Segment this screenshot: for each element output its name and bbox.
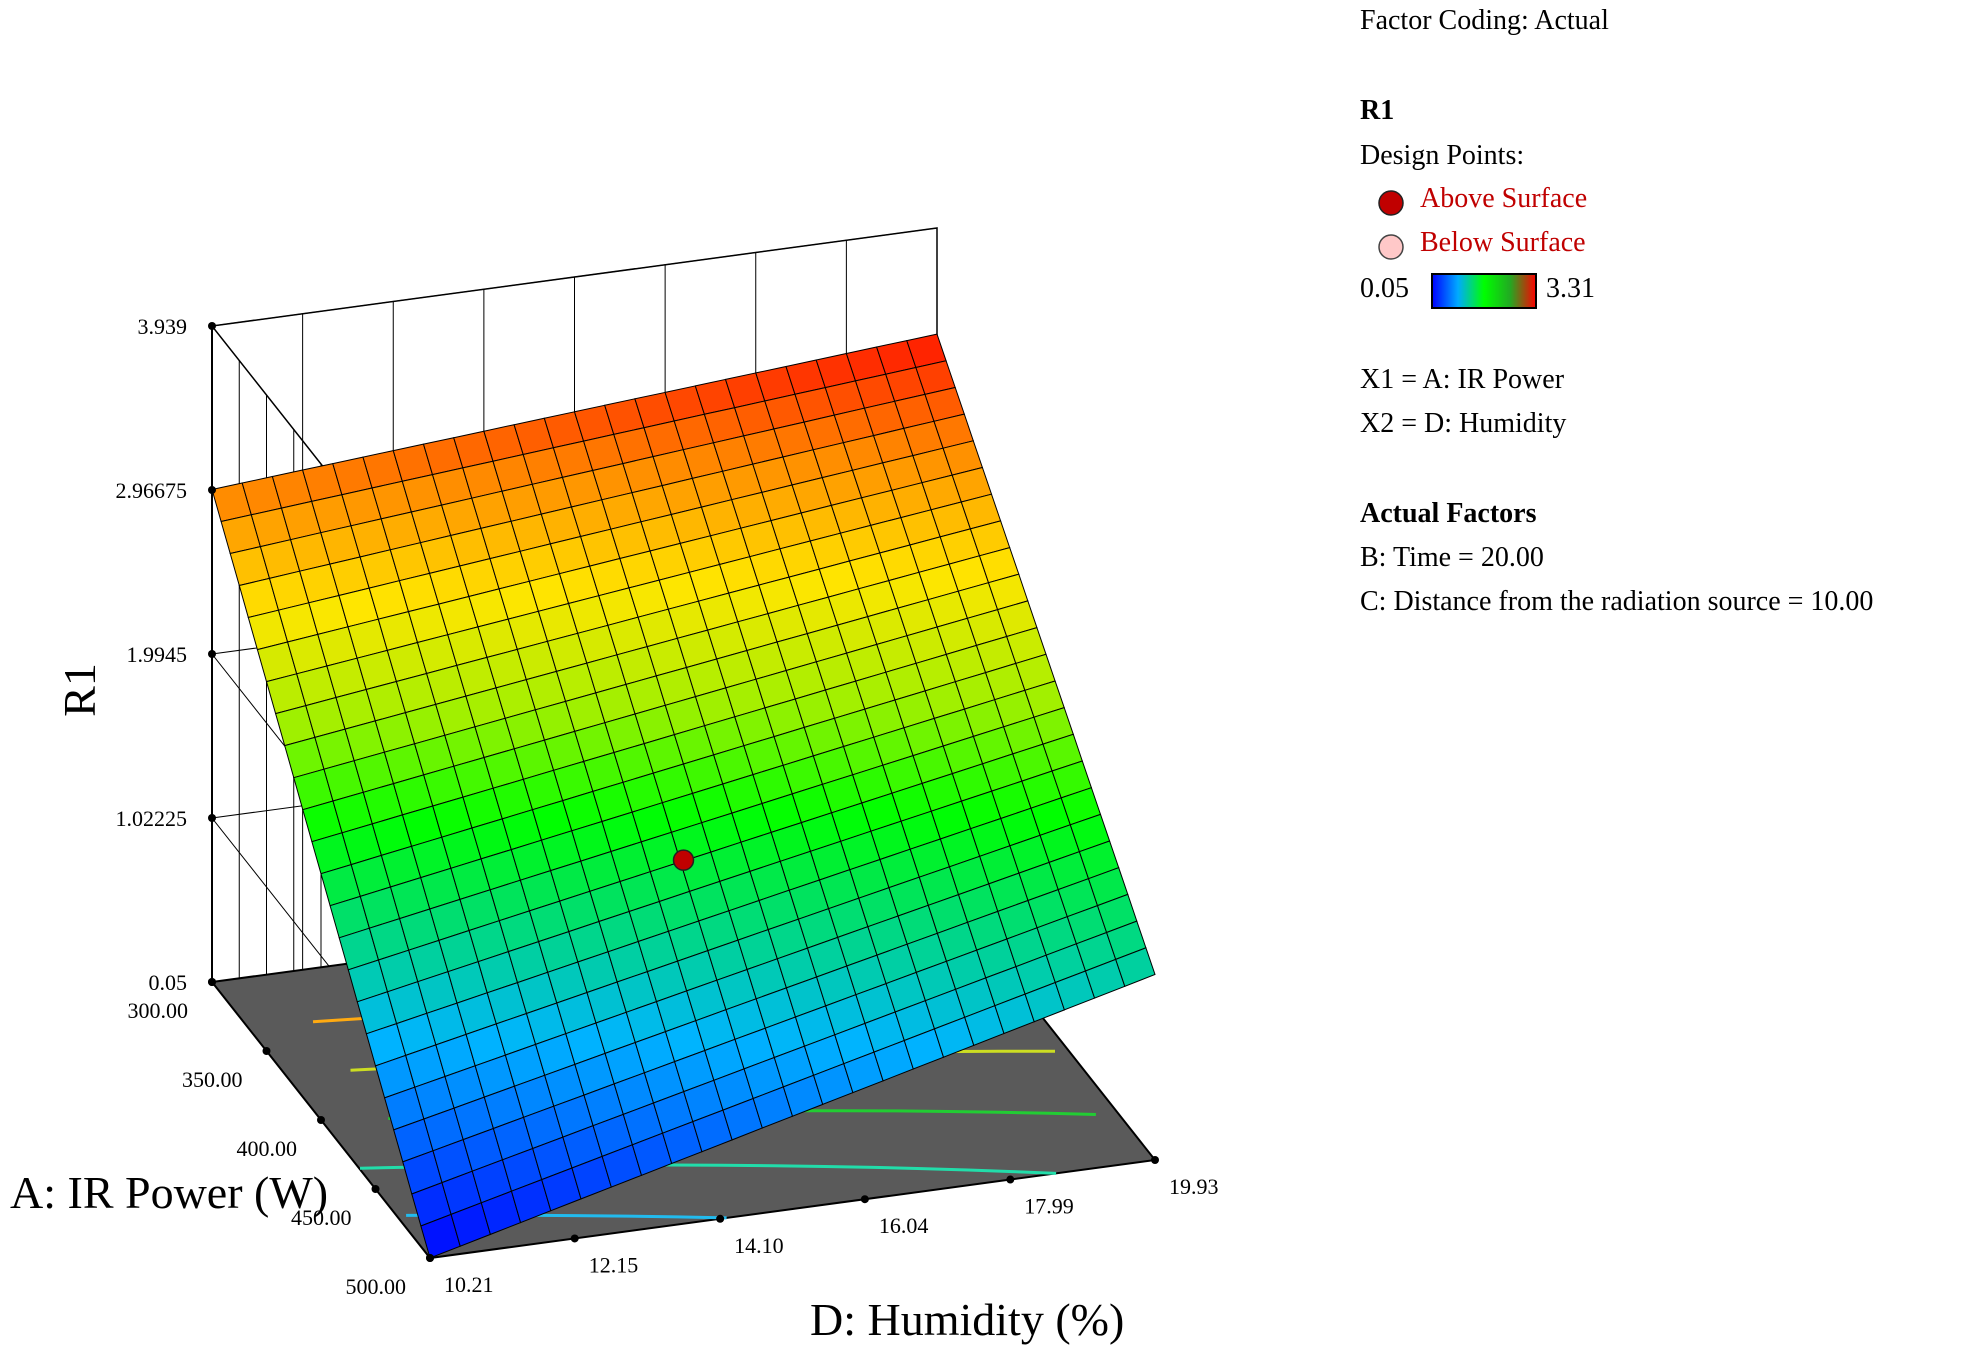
d-tick-dot (570, 1234, 579, 1243)
axis-ticks: 0.05 1.02225 1.9945 2.96675 3.939 300.00 350.0… (116, 314, 1219, 1299)
z-tick-dot (208, 650, 216, 658)
d-tick-dot (860, 1195, 869, 1204)
design-point (672, 849, 695, 871)
a-tick-dot (371, 1185, 380, 1193)
factor-coding: Factor Coding: Actual (1360, 5, 1609, 36)
z-tick-label: 2.96675 (116, 478, 188, 503)
surface-patch (1115, 947, 1156, 987)
z-tick-label: 3.939 (138, 314, 188, 339)
d-tick-label: 17.99 (1024, 1194, 1074, 1219)
design-points (672, 849, 695, 871)
colorbar (1431, 273, 1537, 309)
a-tick-label: 450.00 (291, 1205, 352, 1230)
response-name: R1 (1360, 95, 1395, 126)
d-axis-title: D: Humidity (%) (810, 1294, 1124, 1345)
colorbar-min: 0.05 (1360, 273, 1409, 304)
z-tick-dot (208, 322, 216, 330)
a-tick-dot (208, 978, 216, 986)
response-surface (211, 333, 1156, 1259)
d-tick-dot (716, 1214, 725, 1223)
d-tick-label: 12.15 (589, 1252, 639, 1277)
d-tick-dot (1006, 1175, 1015, 1184)
z-tick-label: 1.9945 (127, 642, 188, 667)
above-marker-icon (1378, 190, 1404, 216)
d-tick-label: 19.93 (1169, 1174, 1219, 1199)
below-marker-icon (1378, 234, 1404, 260)
d-tick-label: 14.10 (734, 1233, 784, 1258)
x1-definition: X1 = A: IR Power (1360, 364, 1565, 395)
z-tick-label: 0.05 (149, 970, 188, 995)
d-tick-label: 16.04 (879, 1213, 929, 1238)
a-tick-dot (262, 1047, 271, 1055)
d-tick-label: 10.21 (444, 1272, 494, 1297)
d-tick-dot (1151, 1156, 1159, 1164)
a-tick-label: 350.00 (182, 1067, 243, 1092)
colorbar-max: 3.31 (1546, 273, 1595, 304)
factor-c-value: C: Distance from the radiation source = … (1360, 586, 1874, 617)
a-tick-label: 500.00 (346, 1274, 407, 1299)
a-tick-label: 300.00 (128, 998, 189, 1023)
z-tick-dot (208, 814, 216, 822)
actual-factors-title: Actual Factors (1360, 498, 1537, 529)
z-tick-dot (208, 486, 216, 494)
z-axis-title: R1 (54, 663, 105, 717)
a-axis-title: A: IR Power (W) (10, 1167, 328, 1218)
below-surface-label: Below Surface (1420, 227, 1586, 258)
a-tick-label: 400.00 (237, 1136, 298, 1161)
d-tick-dot (426, 1254, 434, 1262)
factor-b-value: B: Time = 20.00 (1360, 542, 1544, 573)
design-points-label: Design Points: (1360, 140, 1525, 171)
z-tick-label: 1.02225 (116, 806, 188, 831)
x2-definition: X2 = D: Humidity (1360, 408, 1567, 439)
a-tick-dot (317, 1116, 325, 1124)
above-surface-label: Above Surface (1420, 183, 1588, 214)
